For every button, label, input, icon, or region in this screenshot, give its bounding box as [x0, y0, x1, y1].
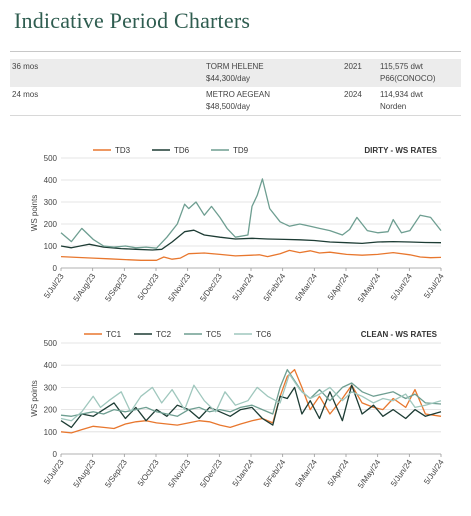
x-tick-label: 5/Aug/23	[72, 458, 98, 490]
x-tick-label: 5/Feb/24	[262, 458, 288, 489]
legend-label: TC6	[256, 330, 272, 339]
page-title: Indicative Period Charters	[14, 8, 251, 33]
x-tick-label: 5/Jan/24	[231, 458, 256, 489]
x-tick-label: 5/Sep/23	[103, 272, 129, 304]
year-cell: 2024	[342, 87, 378, 116]
x-tick-label: 5/Apr/24	[326, 272, 351, 302]
vessel-name: METRO AEGEAN	[206, 90, 271, 99]
series-line-td3	[60, 249, 442, 261]
x-tick-label: 5/Jun/24	[389, 458, 414, 489]
chart-title: CLEAN - WS RATES	[361, 330, 438, 339]
size-value: 115,575 dwt	[380, 62, 423, 71]
legend-label: TC1	[106, 330, 122, 339]
size-cell: 114,934 dwt Norden	[378, 87, 461, 116]
legend-label: TC5	[206, 330, 222, 339]
divider	[10, 51, 461, 52]
x-tick-label: 5/Jan/24	[231, 272, 256, 303]
legend-label: TD3	[115, 146, 131, 155]
x-tick-label: 5/Mar/24	[293, 272, 319, 303]
vessel-rate: $44,300/day	[206, 74, 251, 83]
vessel-rate: $48,500/day	[206, 102, 251, 111]
clean-ws-rates-chart: 0 100 200 300 400 500 WS points 5/Jul/23 5/Aug/2…	[30, 330, 446, 491]
x-tick-label: 5/May/24	[356, 272, 383, 305]
x-tick-label: 5/Mar/24	[293, 458, 319, 489]
y-tick-label: 0	[53, 264, 58, 273]
charters-table: 36 mos TORM HELENE $44,300/day 2021 115,…	[10, 59, 461, 116]
year-cell: 2021	[342, 59, 378, 87]
x-tick-label: 5/Dec/23	[198, 272, 224, 304]
x-tick-label: 5/Jul/24	[422, 458, 446, 487]
y-tick-label: 300	[44, 383, 58, 392]
period-cell: 24 mos	[10, 87, 204, 116]
vessel-cell: TORM HELENE $44,300/day	[204, 59, 342, 87]
x-tick-label: 5/May/24	[356, 458, 383, 491]
x-tick-label: 5/Feb/24	[262, 272, 288, 303]
x-tick-label: 5/Oct/23	[136, 272, 161, 302]
y-tick-label: 200	[44, 220, 58, 229]
period-cell: 36 mos	[10, 59, 204, 87]
x-tick-label: 5/Apr/24	[326, 458, 351, 488]
chart-title: DIRTY - WS RATES	[364, 146, 437, 155]
y-tick-label: 200	[44, 406, 58, 415]
vessel-cell: METRO AEGEAN $48,500/day	[204, 87, 342, 116]
vessel-name: TORM HELENE	[206, 62, 264, 71]
table-row: 24 mos METRO AEGEAN $48,500/day 2024 114…	[10, 87, 461, 116]
x-tick-label: 5/Jul/23	[42, 458, 66, 487]
x-tick-label: 5/Oct/23	[136, 458, 161, 488]
charterer-value: P66(CONOCO)	[380, 74, 436, 83]
dirty-ws-rates-chart: 0 100 200 300 400 500 WS points 5/Jul/23 5/Aug/2…	[30, 146, 446, 305]
series-line-tc1	[60, 368, 442, 434]
x-tick-label: 5/Nov/23	[167, 458, 193, 490]
size-cell: 115,575 dwt P66(CONOCO)	[378, 59, 461, 87]
legend-label: TD6	[174, 146, 190, 155]
y-tick-label: 500	[44, 154, 58, 163]
series-line-tc6	[60, 373, 442, 422]
x-tick-label: 5/Sep/23	[103, 458, 129, 490]
series-line-td9	[60, 178, 442, 249]
y-tick-label: 500	[44, 339, 58, 348]
y-tick-label: 300	[44, 198, 58, 207]
x-tick-label: 5/Jul/24	[422, 272, 446, 301]
x-tick-label: 5/Jun/24	[389, 272, 414, 303]
series-line-tc5	[60, 368, 442, 417]
y-tick-label: 100	[44, 428, 58, 437]
y-tick-label: 400	[44, 361, 58, 370]
y-tick-label: 100	[44, 242, 58, 251]
y-axis-label: WS points	[30, 195, 39, 231]
x-tick-label: 5/Dec/23	[198, 458, 224, 490]
series-line-td6	[60, 229, 442, 251]
x-tick-label: 5/Aug/23	[72, 272, 98, 304]
size-value: 114,934 dwt	[380, 90, 423, 99]
charterer-value: Norden	[380, 102, 407, 111]
series-line-tc2	[60, 384, 442, 429]
x-tick-label: 5/Jul/23	[42, 272, 66, 301]
y-tick-label: 400	[44, 176, 58, 185]
table-row: 36 mos TORM HELENE $44,300/day 2021 115,…	[10, 59, 461, 87]
legend-label: TC2	[156, 330, 172, 339]
legend-label: TD9	[233, 146, 249, 155]
y-axis-label: WS points	[30, 380, 39, 416]
x-tick-label: 5/Nov/23	[167, 272, 193, 304]
y-tick-label: 0	[53, 450, 58, 459]
